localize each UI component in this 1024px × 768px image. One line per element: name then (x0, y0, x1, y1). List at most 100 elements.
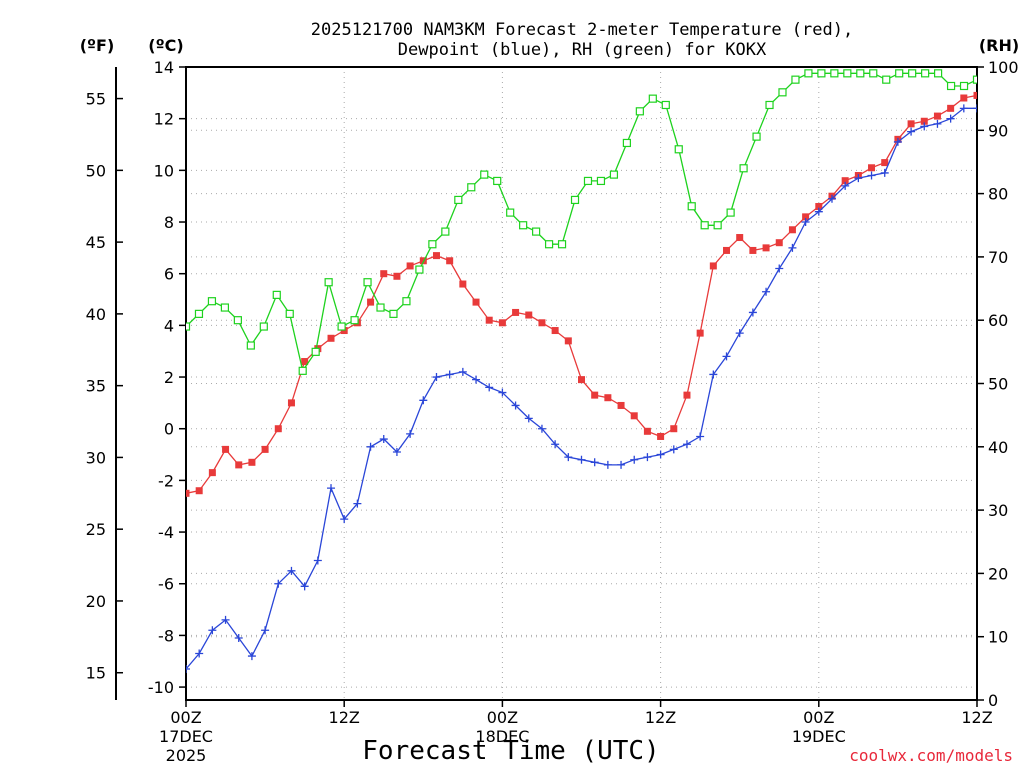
dewpoint-point (524, 414, 533, 423)
rh-point (817, 69, 826, 78)
rh-tick-label: 50 (988, 375, 1008, 394)
time-tick-label: 12Z (329, 708, 360, 727)
fahrenheit-tick-label: 50 (86, 161, 106, 180)
rh-point (532, 227, 541, 236)
rh-point (583, 176, 593, 186)
axes: -10 -8 -6 -4 -2 0 2 4 6 8 10 12 14 0 10 20 30 40 50 60 70 80 9… (86, 58, 1019, 765)
dewpoint-point (893, 137, 902, 146)
rh-point (402, 297, 411, 306)
rh-point (959, 81, 969, 91)
dewpoint-point (432, 373, 441, 382)
dewpoint-point (406, 429, 415, 438)
chart-title-line1: 2025121700 NAM3KM Forecast 2-meter Tempe… (311, 20, 853, 40)
grid-lines (185, 66, 978, 701)
rh-tick-label: 0 (988, 691, 998, 710)
temperature-point (775, 239, 783, 247)
temperature-point (617, 401, 625, 409)
time-tick-label: 12Z (645, 708, 676, 727)
temperature-point (788, 226, 796, 234)
dewpoint-point (234, 633, 243, 642)
dewpoint-point (656, 450, 665, 459)
temperature-point (736, 234, 744, 242)
celsius-unit-label: (ºC) (148, 36, 183, 55)
temperature-point (564, 337, 572, 345)
rh-point (804, 69, 813, 78)
time-tick-label: 00Z (487, 708, 518, 727)
celsius-tick-label: -4 (158, 523, 174, 542)
fahrenheit-tick-label: 45 (86, 233, 106, 252)
rh-point (972, 75, 977, 84)
rh-tick-label: 30 (988, 501, 1008, 520)
celsius-tick-label: 2 (164, 368, 174, 387)
rh-point (856, 69, 865, 78)
dewpoint-point (748, 308, 757, 317)
celsius-tick-label: -8 (158, 626, 174, 645)
rh-point (752, 132, 761, 141)
dewpoint-point (762, 287, 771, 296)
rh-point (389, 309, 398, 318)
dewpoint-point (841, 181, 850, 190)
dewpoint-point (907, 127, 916, 136)
rh-point (921, 69, 930, 78)
temperature-point (604, 394, 612, 402)
dewpoint-point (788, 243, 797, 252)
celsius-tick-label: -2 (158, 471, 174, 490)
rh-tick-label: 90 (988, 121, 1008, 140)
temperature-point (485, 316, 493, 324)
rh-tick-label: 70 (988, 248, 1008, 267)
rh-point (700, 221, 709, 230)
credit-text: coolwx.com/models (849, 746, 1013, 765)
temperature-point (933, 112, 941, 120)
dewpoint-point (577, 455, 586, 464)
dewpoint-point (287, 566, 296, 575)
rh-point (778, 88, 787, 97)
dewpoint-point (472, 375, 481, 384)
rh-point (246, 341, 255, 350)
rh-point (350, 316, 359, 325)
dewpoint-point (445, 370, 454, 379)
dewpoint-point (247, 652, 256, 661)
dewpoint-point (485, 383, 494, 392)
rh-unit-label: (RH) (979, 36, 1019, 55)
temperature-point (248, 458, 256, 466)
year-tick-label: 2025 (166, 746, 207, 765)
temperature-point (525, 311, 533, 319)
temperature-point (222, 445, 230, 453)
rh-tick-label: 100 (988, 58, 1019, 77)
temperature-point (208, 469, 216, 477)
dewpoint-point (920, 122, 929, 131)
rh-point (519, 221, 528, 230)
celsius-tick-label: 10 (154, 161, 174, 180)
temperature-point (301, 358, 309, 366)
temperature-point (512, 308, 520, 316)
fahrenheit-tick-label: 25 (86, 520, 106, 539)
rh-point (259, 322, 268, 331)
rh-point (933, 69, 943, 78)
dewpoint-point (313, 556, 322, 565)
rh-point (311, 347, 320, 356)
dewpoint-point (735, 329, 744, 338)
rh-point (739, 164, 748, 173)
temperature-point (762, 244, 770, 252)
dewpoint-point (775, 264, 784, 273)
dewpoint-point (880, 168, 889, 177)
temperature-point (947, 104, 955, 112)
rh-point (324, 278, 333, 287)
dewpoint-point (327, 484, 336, 493)
rh-point (635, 107, 644, 116)
rh-point (544, 240, 554, 249)
temperature-point (186, 489, 190, 497)
rh-point (661, 100, 670, 110)
rh-point (376, 303, 385, 312)
date-tick-label: 19DEC (792, 727, 846, 746)
temperature-point (670, 425, 678, 433)
temperature-point (459, 280, 467, 288)
temperature-point (195, 487, 203, 495)
dewpoint-point (814, 207, 823, 216)
rh-point (298, 366, 307, 375)
rh-point (285, 309, 294, 318)
dewpoint-point (300, 582, 309, 591)
temperature-point (274, 425, 282, 433)
rh-tick-label: 10 (988, 628, 1008, 647)
celsius-tick-label: -10 (148, 678, 174, 697)
